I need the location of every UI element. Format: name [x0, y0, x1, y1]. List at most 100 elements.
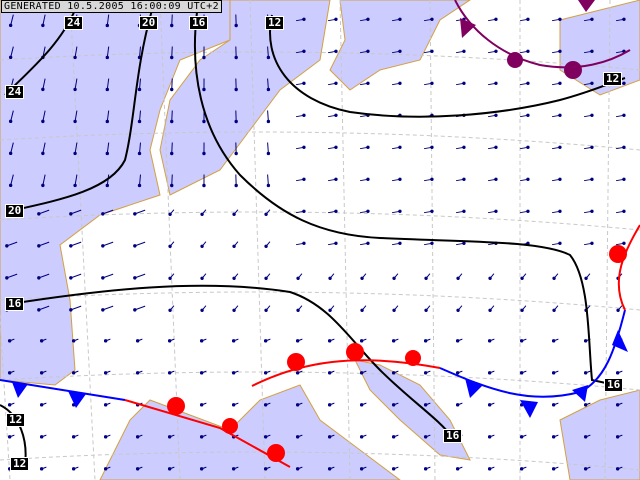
wind-arrow-head — [234, 87, 238, 92]
wind-arrow-head — [327, 435, 332, 439]
isobar-label: 12 — [10, 457, 30, 471]
wind-arrow-head — [583, 403, 588, 407]
wind-arrow-head — [302, 241, 306, 246]
wind-arrow-head — [583, 339, 588, 343]
wind-arrow-head — [8, 151, 13, 156]
wind-arrow-head — [391, 371, 396, 375]
wind-arrow-head — [359, 403, 364, 407]
wind-arrow-icon — [134, 241, 146, 247]
wind-arrow-head — [526, 81, 530, 86]
wind-arrow-head — [487, 371, 492, 375]
wind-arrow-head — [37, 308, 41, 312]
meridian-line — [69, 0, 96, 480]
wind-arrow-head — [558, 241, 562, 246]
wind-arrow-head — [520, 308, 524, 312]
wind-arrow-icon — [42, 142, 46, 154]
wind-arrow-head — [105, 23, 110, 28]
wind-arrow-icon — [102, 209, 114, 215]
wind-arrow-head — [266, 87, 271, 92]
wind-arrow-head — [71, 467, 76, 471]
wind-arrow-head — [622, 113, 626, 118]
wind-arrow-head — [103, 371, 108, 375]
wind-arrow-head — [526, 145, 530, 150]
wind-arrow-head — [462, 81, 466, 86]
wind-arrow-head — [170, 55, 174, 60]
generated-timestamp: GENERATED 10.5.2005 16:00:09 UTC+2 — [1, 0, 222, 13]
wind-arrow-head — [199, 403, 204, 407]
wind-arrow-head — [41, 119, 45, 124]
parallel-line — [0, 371, 640, 391]
wind-arrow-head — [583, 467, 588, 471]
wind-arrow-head — [398, 17, 402, 22]
wind-arrow-head — [430, 177, 434, 182]
wind-arrow-head — [360, 276, 364, 280]
wind-arrow-head — [462, 241, 466, 246]
wind-arrow-head — [232, 244, 236, 248]
wind-arrow-icon — [102, 305, 114, 311]
wind-arrow-head — [37, 276, 41, 280]
wind-arrow-head — [73, 55, 77, 60]
wind-arrow-head — [615, 467, 620, 471]
warm-front-east — [617, 224, 640, 311]
wind-arrow-head — [424, 308, 428, 312]
wind-arrow-icon — [70, 209, 82, 215]
wind-arrow-head — [334, 241, 338, 246]
wind-arrow-head — [360, 308, 364, 312]
wind-arrow-head — [519, 467, 524, 471]
wind-arrow-head — [264, 276, 268, 280]
wind-arrow-head — [398, 241, 402, 246]
wind-arrow-head — [551, 339, 556, 343]
wind-arrow-head — [590, 113, 594, 118]
wind-arrow-head — [41, 183, 45, 188]
wind-arrow-head — [137, 151, 142, 156]
wind-arrow-head — [296, 308, 300, 312]
cold-triangle — [612, 330, 628, 352]
wind-arrow-icon — [267, 174, 269, 186]
warm-semicircle — [167, 397, 185, 415]
wind-arrow-head — [584, 276, 588, 280]
wind-arrow-icon — [38, 241, 50, 247]
wind-arrow-head — [133, 244, 137, 248]
wind-arrow-head — [199, 467, 204, 471]
wind-arrow-head — [423, 403, 428, 407]
wind-arrow-icon — [139, 174, 141, 186]
wind-arrow-head — [69, 244, 73, 248]
wind-arrow-head — [366, 145, 370, 150]
wind-arrow-head — [590, 17, 594, 22]
wind-arrow-head — [558, 113, 562, 118]
wind-arrow-head — [455, 467, 460, 471]
wind-arrow-head — [5, 276, 9, 280]
wind-arrow-icon — [38, 273, 50, 279]
wind-arrow-head — [551, 435, 556, 439]
wind-arrow-head — [263, 371, 268, 375]
wind-arrow-head — [558, 209, 562, 214]
wind-arrow-head — [423, 339, 428, 343]
wind-arrow-icon — [6, 241, 18, 247]
wind-arrow-head — [135, 371, 140, 375]
wind-arrow-head — [487, 403, 492, 407]
wind-arrow-head — [359, 435, 364, 439]
wind-arrow-head — [71, 339, 76, 343]
wind-arrow-head — [103, 403, 108, 407]
wind-arrow-icon — [171, 110, 173, 122]
wind-arrow-icon — [42, 110, 46, 122]
wind-arrow-head — [622, 145, 626, 150]
wind-arrow-icon — [171, 142, 173, 154]
wind-arrow-head — [487, 435, 492, 439]
wind-arrow-head — [430, 241, 434, 246]
baltic-sea — [329, 0, 471, 91]
wind-arrow-head — [266, 55, 271, 60]
wind-arrow-head — [168, 308, 172, 312]
wind-arrow-head — [231, 339, 236, 343]
wind-arrow-head — [71, 371, 76, 375]
wind-arrow-icon — [74, 46, 78, 58]
wind-arrow-head — [101, 244, 105, 248]
wind-arrow-icon — [106, 110, 110, 122]
wind-arrow-icon — [139, 46, 141, 58]
wind-arrow-head — [41, 87, 45, 92]
wind-arrow-head — [622, 81, 626, 86]
wind-arrow-head — [366, 49, 370, 54]
wind-arrow-head — [41, 23, 45, 28]
wind-arrow-icon — [74, 174, 78, 186]
